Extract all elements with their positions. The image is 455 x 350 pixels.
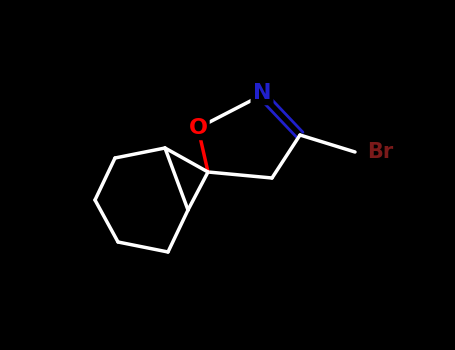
Text: Br: Br xyxy=(367,142,393,162)
Text: O: O xyxy=(188,118,207,138)
Text: N: N xyxy=(253,83,271,103)
